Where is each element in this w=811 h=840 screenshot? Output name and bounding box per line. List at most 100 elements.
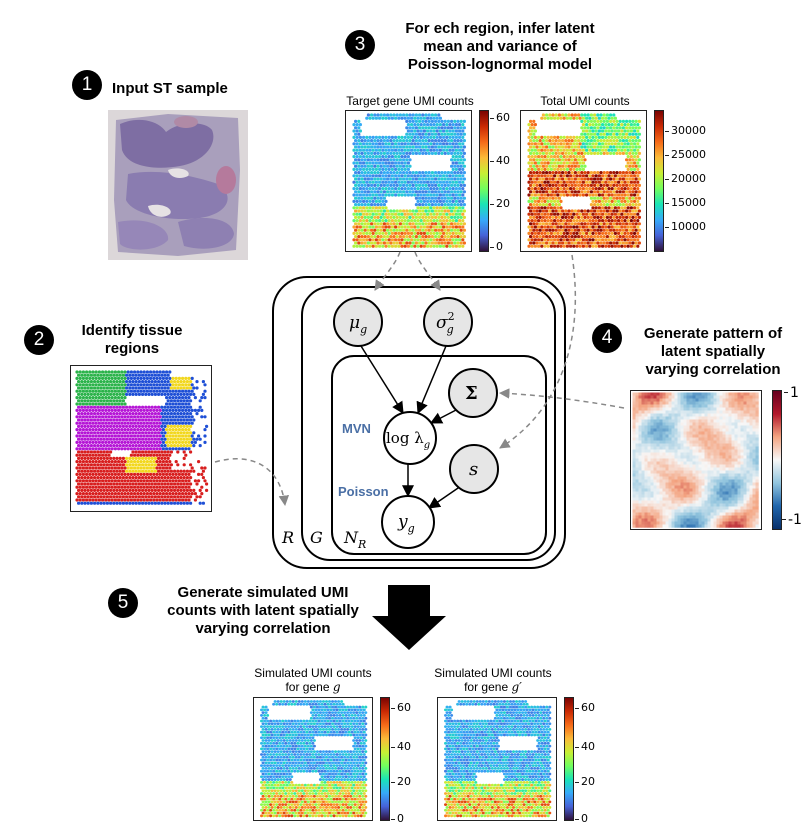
spot (371, 148, 375, 152)
spot (435, 225, 439, 229)
spot (429, 180, 433, 184)
spot (437, 139, 441, 143)
region-spot (192, 392, 196, 396)
spot (400, 238, 404, 242)
spot (459, 228, 463, 232)
region-spot (192, 469, 196, 473)
region-spot (89, 405, 93, 409)
region-spot (169, 501, 173, 505)
spot (445, 244, 449, 248)
region-spot (176, 444, 180, 448)
region-spot (94, 447, 98, 451)
region-spot (137, 412, 141, 416)
region-spot (176, 418, 180, 422)
region-spot (129, 370, 133, 374)
spot (450, 228, 454, 232)
region-spot (137, 437, 141, 441)
spot (362, 206, 366, 210)
spot (389, 228, 393, 232)
region-spot (102, 488, 106, 492)
region-spot (163, 431, 167, 435)
spot (410, 174, 414, 178)
spot (430, 119, 434, 123)
spot (440, 139, 444, 143)
spot (440, 171, 444, 175)
region-spot (129, 383, 133, 387)
region-spot (75, 370, 79, 374)
spot (413, 244, 417, 248)
region-spot (105, 488, 109, 492)
region-spot (93, 476, 97, 480)
region-spot (129, 453, 133, 457)
region-spot (179, 405, 183, 409)
spot (553, 135, 557, 139)
region-spot (134, 424, 138, 428)
region-spot (179, 437, 183, 441)
spot (416, 219, 420, 223)
region-spot (136, 440, 140, 444)
region-spot (86, 488, 90, 492)
region-spot (142, 447, 146, 451)
spot (422, 225, 426, 229)
spot (370, 113, 374, 117)
spot (636, 129, 640, 133)
spot (400, 187, 404, 191)
spot (434, 151, 438, 155)
region-spot (163, 501, 167, 505)
spot (354, 126, 358, 130)
spot (363, 215, 367, 219)
spot (410, 180, 414, 184)
region-spot (99, 412, 103, 416)
spot (406, 148, 410, 152)
spot (381, 238, 385, 242)
spot (620, 135, 624, 139)
region-spot (141, 392, 145, 396)
spot (445, 174, 449, 178)
region-spot (153, 380, 157, 384)
region-spot (104, 453, 108, 457)
region-spot (179, 501, 183, 505)
region-spot (189, 501, 193, 505)
region-spot (141, 405, 145, 409)
spot (378, 155, 382, 159)
region-spot (142, 466, 146, 470)
spot (450, 139, 454, 143)
spot (601, 123, 605, 127)
spot (437, 183, 441, 187)
region-spot (155, 383, 159, 387)
spot (403, 244, 407, 248)
spot (403, 161, 407, 165)
spot (390, 155, 394, 159)
spot (589, 132, 593, 136)
step-1-badge: 1 (72, 70, 102, 100)
spot (422, 135, 426, 139)
spot (382, 177, 386, 181)
region-spot (91, 434, 95, 438)
spot (427, 119, 431, 123)
region-spot (185, 386, 189, 390)
spot (414, 215, 418, 219)
spot (374, 193, 378, 197)
region-spot (149, 383, 153, 387)
spot (387, 238, 391, 242)
region-spot (99, 399, 103, 403)
spot (355, 212, 359, 216)
region-spot (115, 418, 119, 422)
region-spot (150, 418, 154, 422)
spot (458, 155, 462, 159)
spot (370, 228, 374, 232)
region-spot (185, 501, 189, 505)
spot (354, 209, 358, 213)
spot (366, 215, 370, 219)
region-spot (161, 376, 165, 380)
spot (424, 139, 428, 143)
spot (354, 215, 358, 219)
region-spot (150, 412, 154, 416)
region-spot (195, 386, 199, 390)
region-spot (184, 421, 188, 425)
region-spot (137, 373, 141, 377)
spot (368, 187, 372, 191)
region-spot (115, 405, 119, 409)
spot (352, 206, 356, 210)
region-spot (184, 447, 188, 451)
